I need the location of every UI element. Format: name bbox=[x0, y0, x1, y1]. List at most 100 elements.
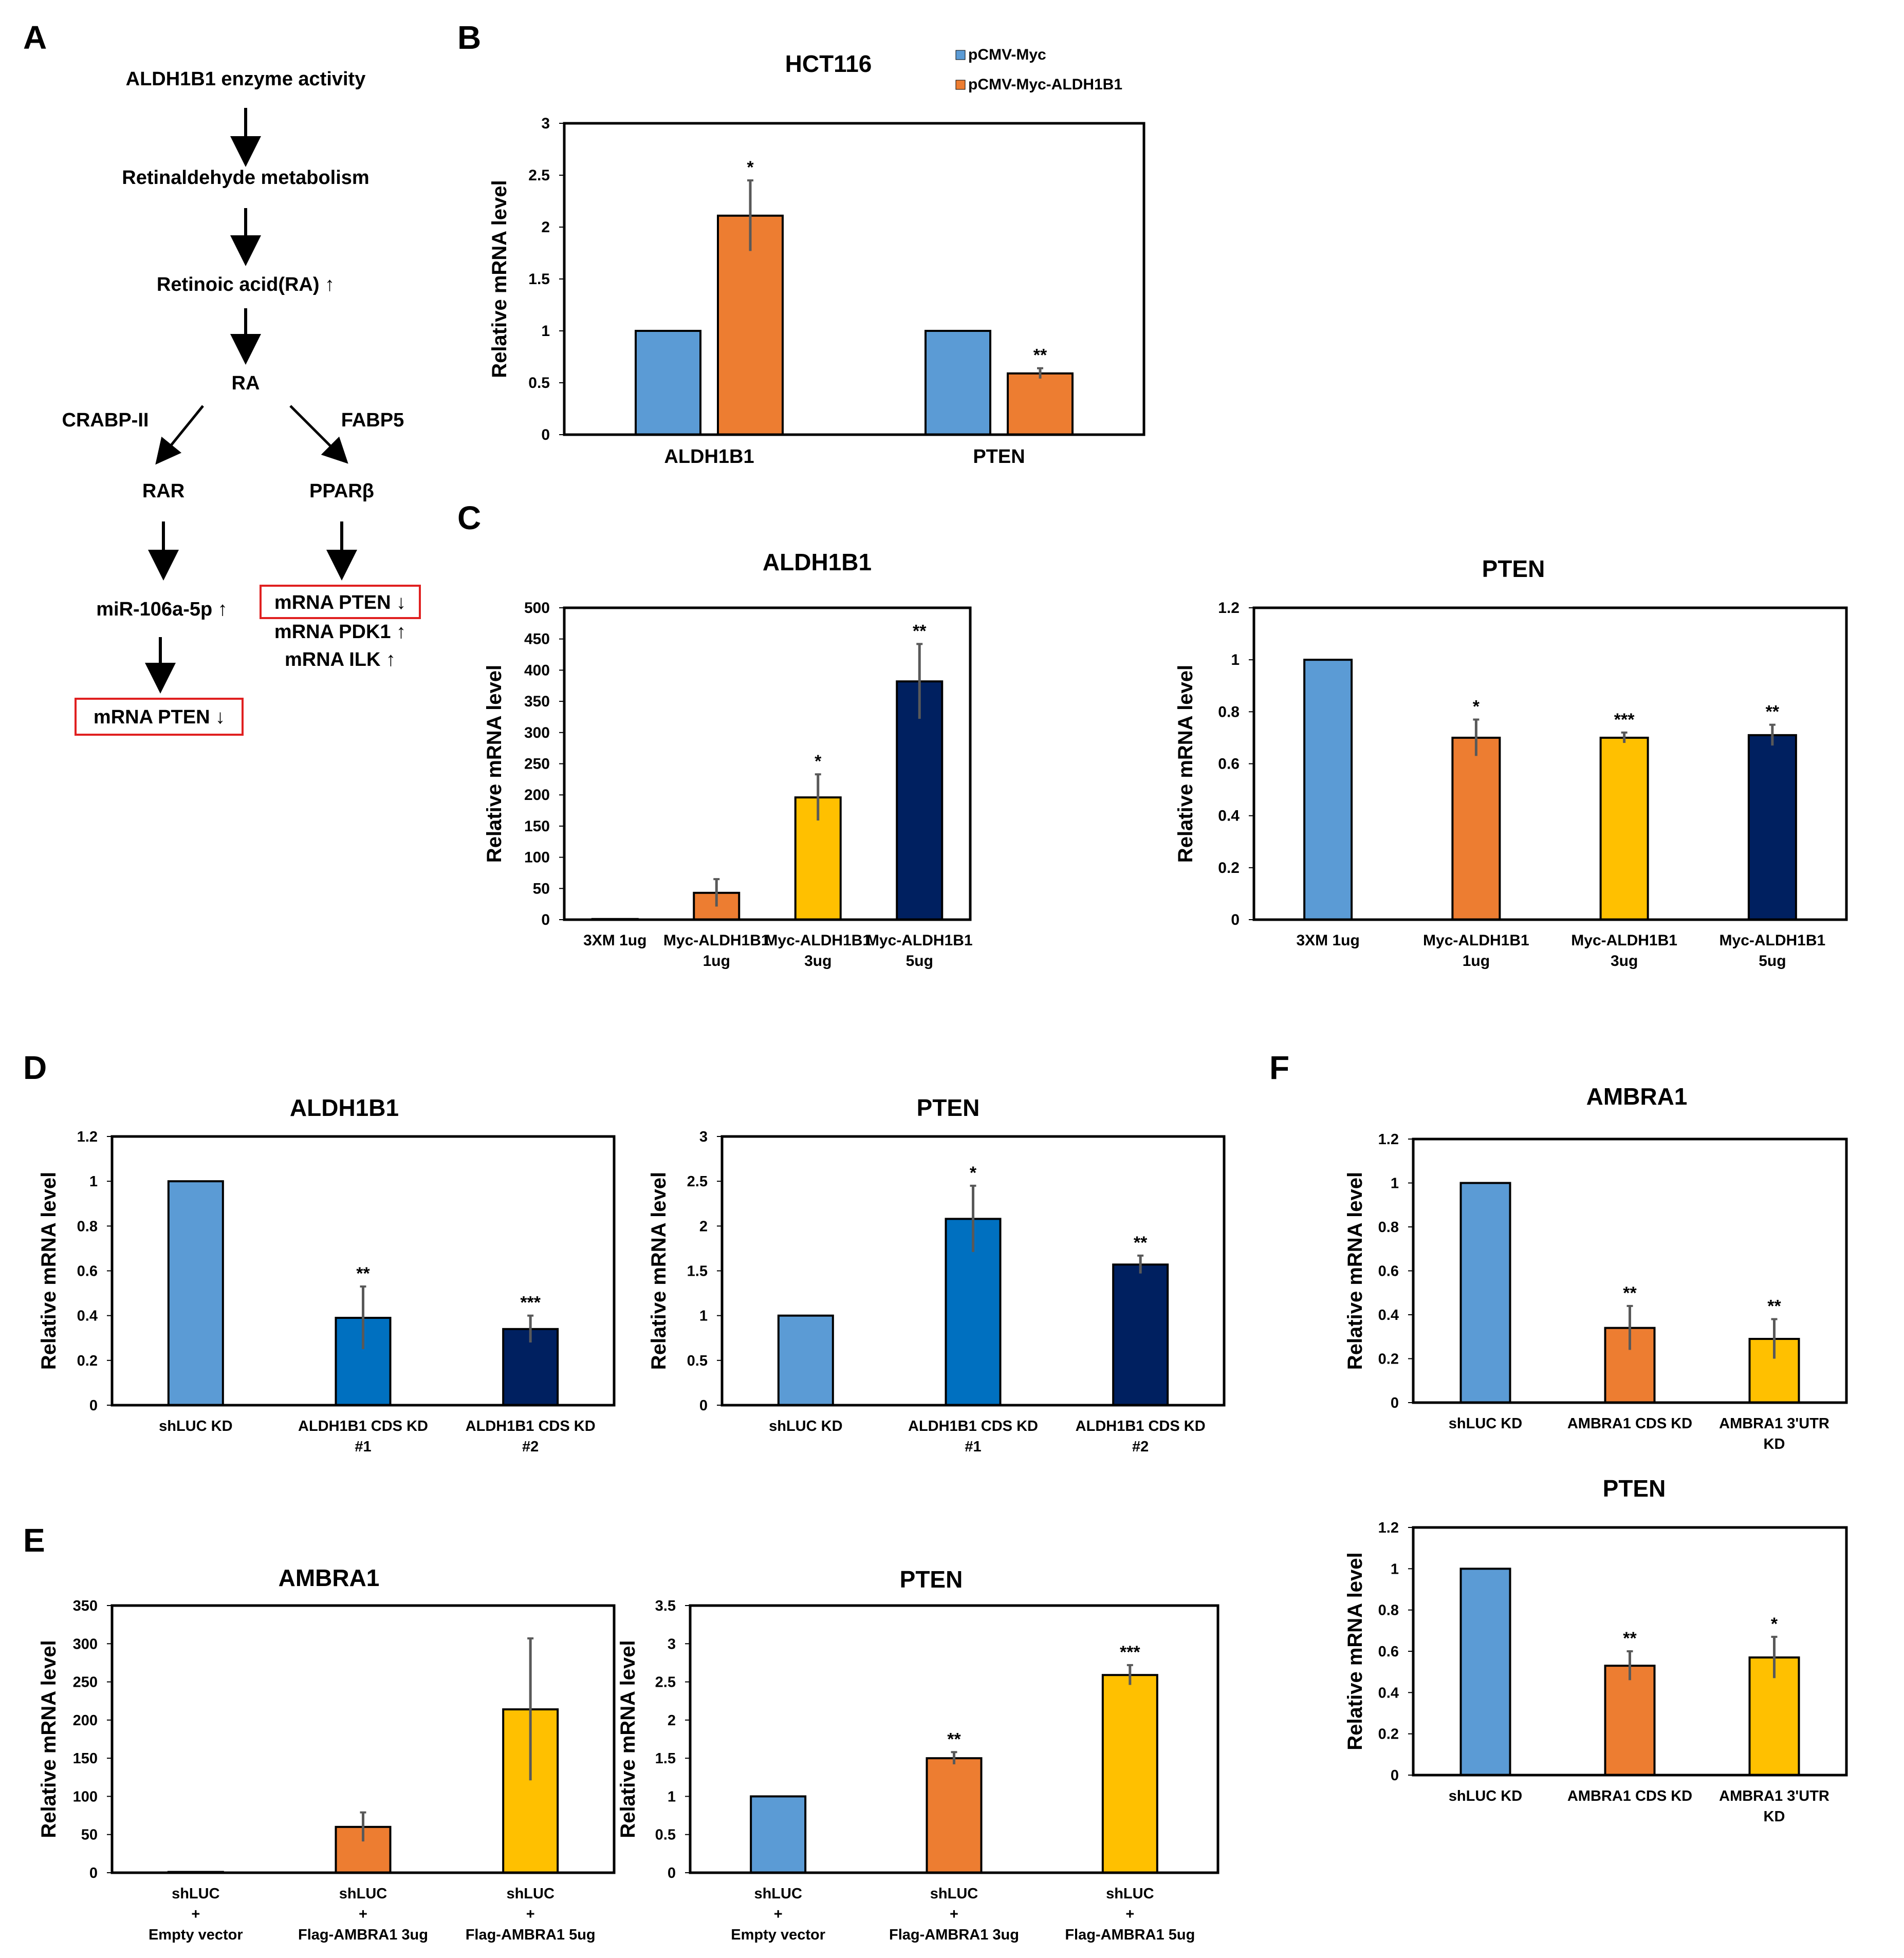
y-axis-label-f1: Relative mRNA level bbox=[1344, 1172, 1366, 1370]
y-tick-label-e1: 0 bbox=[89, 1865, 98, 1881]
node-mrna-pten-down-right: mRNA PTEN ↓ bbox=[274, 592, 406, 613]
y-tick-label-d1: 1 bbox=[89, 1173, 98, 1190]
y-tick-label-c1: 400 bbox=[524, 662, 550, 679]
node-aldh1b1-activity: ALDH1B1 enzyme activity bbox=[126, 68, 366, 90]
x-tick-label-e1: Empty vector bbox=[149, 1927, 243, 1943]
y-tick-label-e2: 0 bbox=[668, 1865, 676, 1881]
x-tick-label-d2: ALDH1B1 CDS KD bbox=[1076, 1418, 1206, 1434]
arrow-ra-rar bbox=[155, 405, 204, 465]
x-tick-label-e1: + bbox=[526, 1906, 535, 1923]
y-tick-label-c1: 350 bbox=[524, 693, 550, 710]
arrow-ra-ppar bbox=[289, 405, 348, 464]
x-tick-label-e2: shLUC bbox=[930, 1886, 978, 1902]
bar-d2-2 bbox=[1112, 1263, 1169, 1406]
y-axis-label-c2: Relative mRNA level bbox=[1174, 665, 1197, 863]
x-tick-label-e1: Flag-AMBRA1 3ug bbox=[298, 1927, 428, 1943]
x-tick-label-f1: shLUC KD bbox=[1449, 1415, 1522, 1432]
y-tick-label-c1: 450 bbox=[524, 631, 550, 648]
x-tick-label-e2: + bbox=[774, 1906, 783, 1923]
plot-frame-f1 bbox=[1412, 1137, 1848, 1404]
y-tick-label-f2: 0.4 bbox=[1378, 1685, 1399, 1701]
y-axis-label-d2: Relative mRNA level bbox=[648, 1172, 670, 1370]
chart-e1: AMBRA1 Relative mRNA level 0 50 100 150 200 250… bbox=[38, 1564, 616, 1943]
y-tick-label-b: 3 bbox=[541, 115, 550, 132]
x-tick-label-c2: 3XM 1ug bbox=[1296, 932, 1359, 949]
x-tick-label-f1: KD bbox=[1764, 1436, 1785, 1452]
plot-frame-d1 bbox=[110, 1135, 616, 1407]
plot-frame-f2 bbox=[1412, 1526, 1848, 1777]
x-tick-label-f2: AMBRA1 3'UTR bbox=[1719, 1788, 1829, 1804]
y-tick-label-f1: 0 bbox=[1391, 1395, 1399, 1411]
plot-frame-e1 bbox=[110, 1604, 616, 1874]
chart-d2: PTEN Relative mRNA level 0 0.5 1 1.5 2 2.5 3 shLU… bbox=[648, 1094, 1226, 1455]
y-tick-label-f2: 0.6 bbox=[1378, 1644, 1399, 1660]
y-tick-label-d2: 2 bbox=[699, 1218, 708, 1235]
x-tick-label-e1: shLUC bbox=[339, 1886, 387, 1902]
bar-f2-1 bbox=[1604, 1665, 1656, 1777]
x-tick-label-c2: Myc-ALDH1B1 bbox=[1571, 932, 1677, 949]
x-tick-label-f1: AMBRA1 CDS KD bbox=[1567, 1415, 1692, 1432]
node-retinoic-acid: Retinoic acid(RA) ↑ bbox=[157, 274, 335, 295]
y-tick-label-e2: 2.5 bbox=[655, 1674, 676, 1691]
y-tick-label-f1: 0.8 bbox=[1378, 1219, 1399, 1236]
y-tick-label-b: 1.5 bbox=[528, 271, 550, 288]
y-tick-label-c2: 1 bbox=[1231, 651, 1240, 668]
x-tick-label-e1: + bbox=[191, 1906, 200, 1923]
y-tick-label-f2: 1.2 bbox=[1378, 1520, 1399, 1536]
panel-letter-c: C bbox=[457, 499, 481, 536]
y-tick-label-c1: 0 bbox=[541, 911, 550, 928]
x-tick-label-c2: Myc-ALDH1B1 bbox=[1720, 932, 1826, 949]
x-tick-label-c1: 3ug bbox=[804, 953, 831, 969]
chart-d1: ALDH1B1 Relative mRNA level 0 0.2 0.4 0.6 0.8 1… bbox=[38, 1094, 616, 1455]
y-tick-label-c2: 0 bbox=[1231, 911, 1240, 928]
significance-f2-1: ** bbox=[1623, 1629, 1637, 1648]
y-tick-label-f1: 0.6 bbox=[1378, 1263, 1399, 1280]
y-tick-label-d2: 3 bbox=[699, 1129, 708, 1145]
y-tick-label-d1: 0.6 bbox=[77, 1263, 98, 1280]
x-tick-label-f1: AMBRA1 3'UTR bbox=[1719, 1415, 1829, 1432]
significance-f1-2: ** bbox=[1767, 1297, 1781, 1316]
bar-f2-0 bbox=[1459, 1568, 1511, 1776]
node-mir-106a: miR-106a-5p ↑ bbox=[96, 599, 228, 620]
significance-e2-2: *** bbox=[1120, 1643, 1140, 1662]
x-tick-label-d2: #2 bbox=[1132, 1439, 1149, 1455]
y-tick-label-d1: 0.4 bbox=[77, 1308, 98, 1325]
y-tick-label-b: 0.5 bbox=[528, 375, 550, 391]
y-tick-label-b: 2.5 bbox=[528, 167, 550, 184]
node-ppar-beta: PPARβ bbox=[309, 480, 374, 502]
chart-f2: PTEN Relative mRNA level 0 0.2 0.4 0.6 0.8 1 1.2… bbox=[1344, 1475, 1848, 1825]
significance-c2-1: * bbox=[1473, 697, 1480, 717]
y-tick-label-d1: 0.8 bbox=[77, 1218, 98, 1235]
y-tick-label-b: 1 bbox=[541, 323, 550, 340]
x-tick-label-c1: Myc-ALDH1B1 bbox=[663, 932, 770, 949]
significance-b-0-1: * bbox=[747, 158, 754, 177]
bar-d2-0 bbox=[777, 1314, 834, 1407]
chart-title-c1: ALDH1B1 bbox=[763, 549, 872, 575]
x-tick-label-e2: Flag-AMBRA1 3ug bbox=[889, 1927, 1019, 1943]
x-tick-label-e2: + bbox=[950, 1906, 958, 1923]
y-tick-label-d2: 1.5 bbox=[687, 1263, 708, 1280]
x-tick-label-e2: Empty vector bbox=[731, 1927, 825, 1943]
node-ra: RA bbox=[232, 372, 260, 394]
bar-c2-3 bbox=[1747, 734, 1797, 921]
highlight-box-pten-left bbox=[75, 698, 244, 736]
y-tick-label-d2: 0.5 bbox=[687, 1353, 708, 1369]
edge-label-fabp5: FABP5 bbox=[341, 409, 404, 431]
significance-e2-1: ** bbox=[947, 1729, 961, 1749]
bar-e2-0 bbox=[750, 1795, 807, 1874]
y-tick-label-f1: 1 bbox=[1391, 1176, 1399, 1192]
chart-title-e1: AMBRA1 bbox=[279, 1564, 380, 1591]
chart-e2: PTEN Relative mRNA level 0 0.5 1 1.5 2 2.5 3 3.5 s… bbox=[617, 1566, 1219, 1943]
y-tick-label-c1: 300 bbox=[524, 724, 550, 741]
y-tick-label-e1: 350 bbox=[73, 1598, 98, 1614]
x-tick-label-c2: 1ug bbox=[1463, 953, 1490, 969]
x-tick-label-b: PTEN bbox=[973, 446, 1025, 468]
y-axis-label-e2: Relative mRNA level bbox=[617, 1640, 639, 1838]
x-tick-label-d2: ALDH1B1 CDS KD bbox=[908, 1418, 1038, 1434]
legend-label-0: pCMV-Myc bbox=[968, 46, 1046, 63]
x-tick-label-f2: AMBRA1 CDS KD bbox=[1567, 1788, 1692, 1804]
chart-title-e2: PTEN bbox=[900, 1566, 963, 1593]
significance-f1-1: ** bbox=[1623, 1283, 1637, 1303]
plot-frame-e2 bbox=[689, 1604, 1219, 1874]
